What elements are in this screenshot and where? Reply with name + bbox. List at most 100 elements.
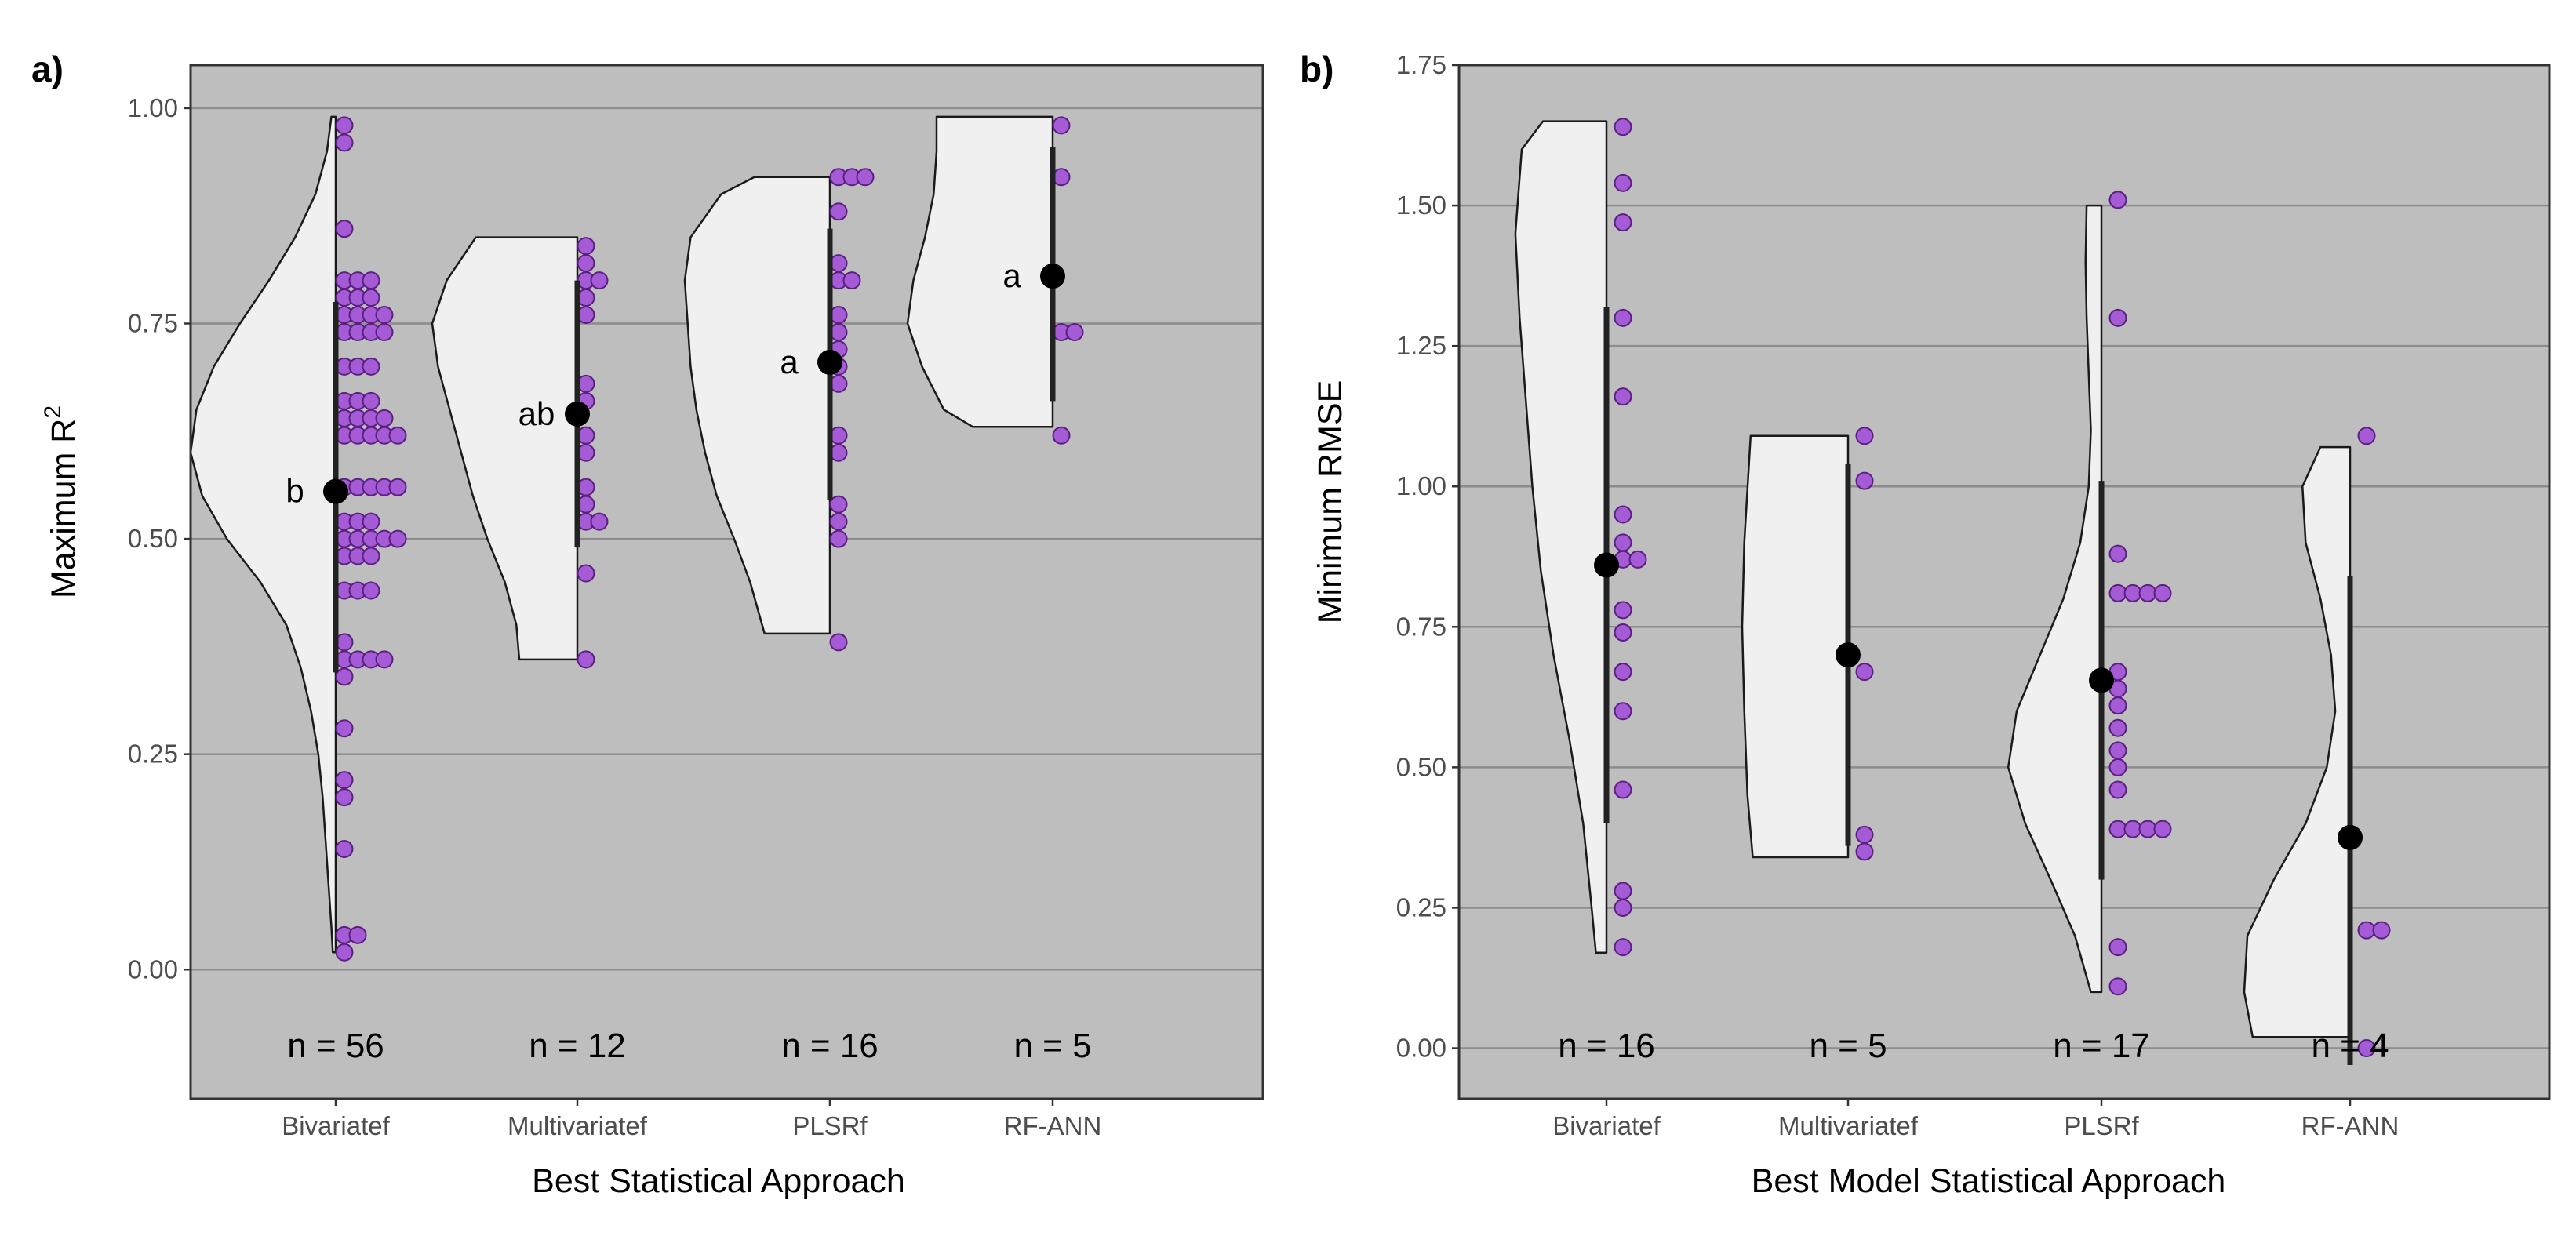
violin-shape	[1514, 120, 1608, 954]
mean-point	[565, 401, 590, 427]
data-point	[335, 719, 354, 738]
data-point	[1614, 505, 1632, 524]
data-point	[362, 512, 380, 531]
y-tick-label: 0.25	[128, 740, 178, 769]
y-tick-label: 1.75	[1396, 50, 1446, 79]
data-point	[829, 512, 848, 531]
mean-point	[1594, 552, 1619, 578]
data-point	[2153, 820, 2172, 838]
data-point	[577, 306, 595, 325]
x-tick-label: Multivariatef	[1778, 1111, 1919, 1140]
data-point	[577, 237, 595, 256]
data-point	[2108, 191, 2127, 209]
violin-shape	[683, 176, 831, 635]
data-point	[829, 443, 848, 462]
n-label: n = 5	[1809, 1027, 1887, 1065]
data-point	[2108, 938, 2127, 957]
data-point	[2138, 820, 2157, 838]
data-point	[335, 133, 354, 152]
data-point	[1614, 882, 1632, 900]
data-point	[335, 220, 354, 238]
data-point	[2153, 583, 2172, 602]
violin-shape	[2007, 204, 2103, 994]
data-point	[829, 633, 848, 652]
significance-letter: a	[780, 344, 799, 380]
data-point	[1614, 118, 1632, 136]
y-tick-label: 1.00	[1396, 471, 1446, 500]
data-point	[335, 771, 354, 790]
violin-shape	[189, 115, 337, 954]
data-point	[856, 168, 875, 187]
n-label: n = 16	[781, 1027, 879, 1065]
y-tick-label: 1.00	[128, 93, 178, 122]
panel-a: a) Maximum R2 Best Statistical Approach …	[31, 49, 1264, 1200]
data-point	[1052, 426, 1071, 445]
n-label: n = 17	[2053, 1027, 2150, 1065]
data-point	[577, 443, 595, 462]
n-label: n = 5	[1013, 1027, 1091, 1065]
data-point	[1614, 213, 1632, 232]
data-point	[362, 547, 380, 565]
y-tick-label: 1.25	[1396, 331, 1446, 360]
x-tick-label: PLSRf	[2064, 1111, 2139, 1140]
data-point	[829, 426, 848, 445]
mean-point	[1836, 642, 1861, 668]
y-tick-label: 0.25	[1396, 892, 1446, 922]
data-point	[577, 254, 595, 273]
data-point	[2108, 308, 2127, 327]
data-point	[375, 306, 394, 325]
data-point	[1855, 663, 1874, 682]
data-point	[335, 116, 354, 135]
data-point	[335, 788, 354, 807]
data-point	[2108, 544, 2127, 563]
data-point	[348, 925, 367, 944]
x-axis-title: Best Model Statistical Approach	[1752, 1162, 2226, 1200]
data-point	[577, 374, 595, 393]
data-point	[829, 374, 848, 393]
data-point	[335, 839, 354, 858]
y-tick-label: 0.75	[1396, 612, 1446, 641]
data-point	[2123, 820, 2142, 838]
n-label: n = 56	[287, 1027, 384, 1065]
x-tick-label: PLSRf	[792, 1111, 868, 1140]
data-point	[2123, 583, 2142, 602]
y-axis-title: Maximum R2	[40, 405, 82, 598]
data-point	[1614, 898, 1632, 917]
data-point	[590, 512, 609, 531]
data-point	[829, 202, 848, 221]
data-point	[1065, 322, 1084, 341]
panel-b: b) Minimum RMSE Best Model Statistical A…	[1300, 49, 2551, 1200]
data-point	[2108, 696, 2127, 715]
violin-shape	[2243, 445, 2352, 1038]
data-point	[1614, 533, 1632, 552]
panel-label: b)	[1300, 49, 1333, 89]
panel-label: a)	[31, 49, 64, 89]
data-point	[2108, 583, 2127, 602]
data-point	[2138, 583, 2157, 602]
x-axis-title: Best Statistical Approach	[532, 1162, 905, 1200]
data-point	[842, 271, 861, 290]
significance-letter: ab	[518, 395, 555, 432]
n-label: n = 4	[2311, 1027, 2389, 1065]
data-point	[1855, 825, 1874, 844]
x-tick-label: Bivariatef	[282, 1111, 390, 1140]
x-tick-label: Bivariatef	[1552, 1111, 1661, 1140]
data-point	[829, 254, 848, 273]
data-point	[375, 650, 394, 669]
data-point	[1052, 116, 1071, 135]
data-point	[335, 667, 354, 686]
data-point	[829, 529, 848, 548]
data-point	[362, 391, 380, 410]
data-point	[1614, 938, 1632, 957]
mean-point	[2338, 824, 2363, 850]
data-point	[1614, 702, 1632, 721]
data-point	[829, 322, 848, 341]
data-point	[2108, 977, 2127, 996]
data-point	[1855, 471, 1874, 490]
violin-shape	[906, 115, 1054, 428]
data-point	[577, 650, 595, 669]
data-point	[1614, 780, 1632, 799]
y-tick-label: 0.00	[1396, 1034, 1446, 1063]
violin-shape	[431, 236, 579, 661]
data-point	[1614, 663, 1632, 682]
